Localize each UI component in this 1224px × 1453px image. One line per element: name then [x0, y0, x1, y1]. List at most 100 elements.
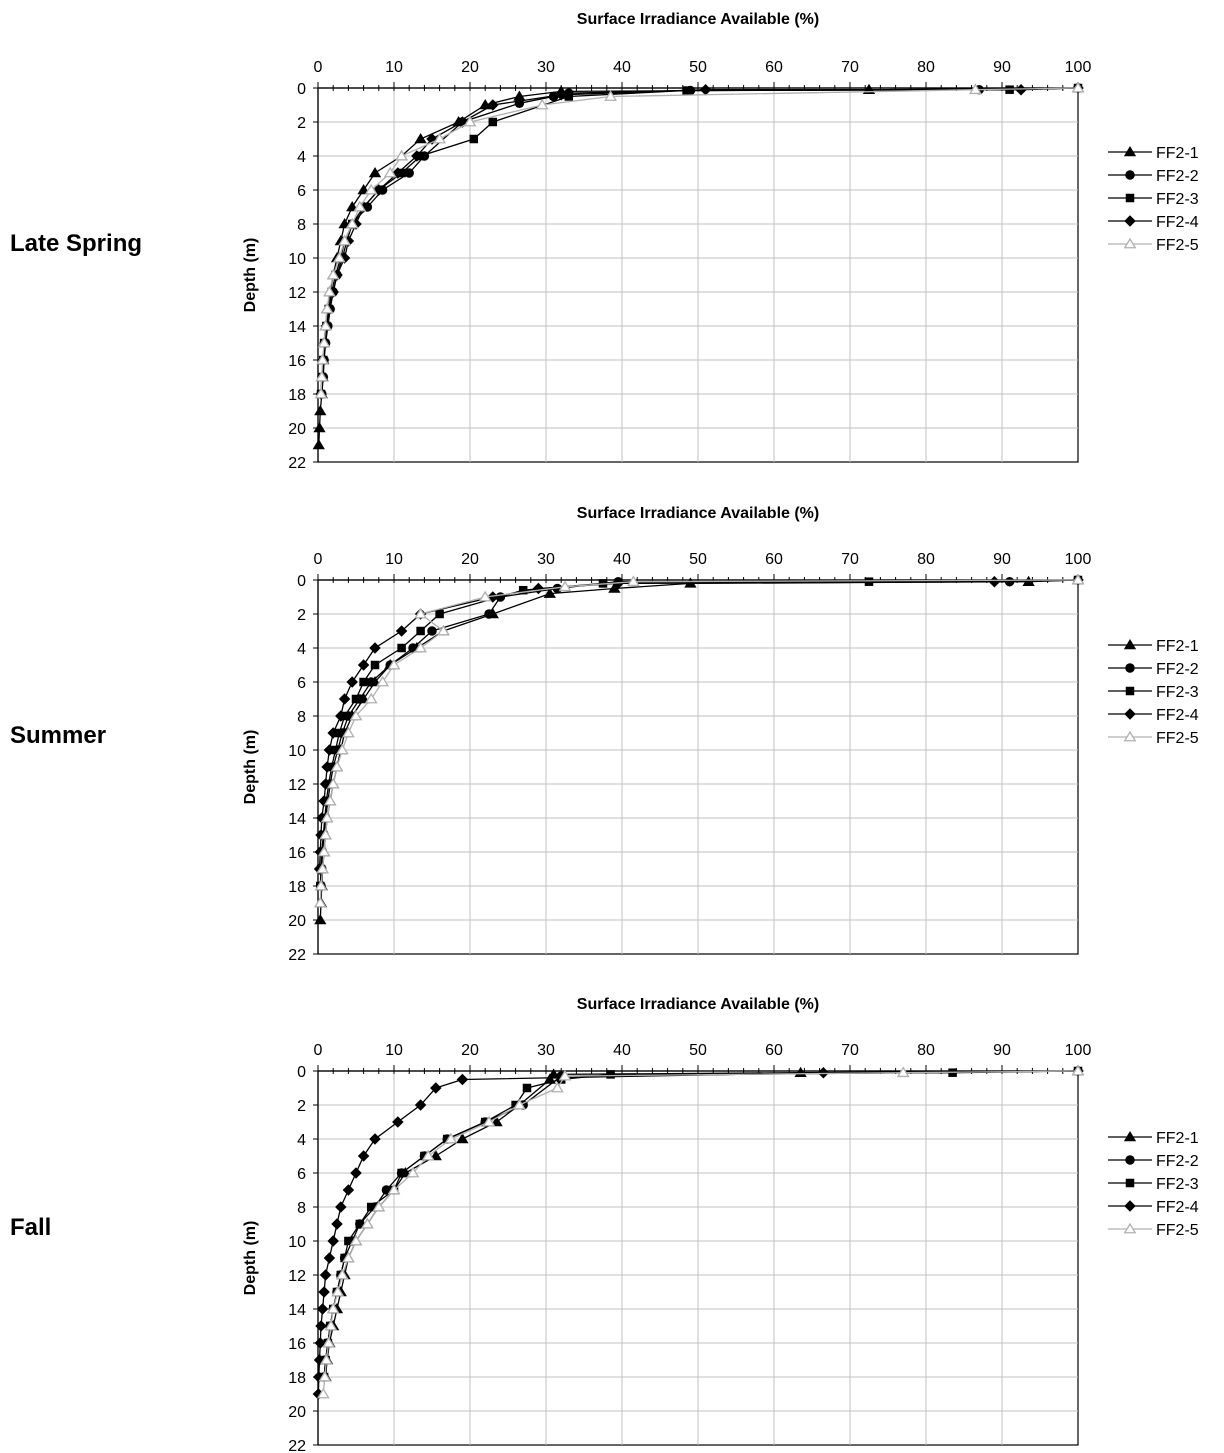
- data-point: [532, 582, 545, 595]
- series-line: [320, 579, 1079, 887]
- chart-panel-3: Fall Surface Irradiance Available (%) Dept…: [10, 996, 1199, 1453]
- y-tick-label: 4: [297, 641, 306, 658]
- data-point: [315, 1320, 327, 1332]
- data-point: [338, 693, 351, 705]
- y-tick-label: 2: [297, 1098, 306, 1115]
- series-line: [319, 579, 1079, 904]
- y-tick-label: 18: [288, 879, 306, 896]
- data-point: [342, 1184, 355, 1196]
- legend-marker: [1123, 639, 1137, 650]
- legend-label: FF2-2: [1156, 661, 1199, 678]
- series-line: [322, 1070, 1079, 1395]
- y-tick-label: 2: [297, 607, 306, 624]
- data-point: [357, 184, 370, 195]
- data-point: [324, 1319, 338, 1331]
- x-tick-label: 40: [613, 59, 631, 76]
- x-tick-label: 0: [314, 551, 323, 568]
- data-point: [317, 845, 331, 857]
- data-point: [331, 1218, 343, 1230]
- data-point: [487, 99, 499, 111]
- data-point: [346, 201, 359, 212]
- data-point: [319, 1269, 332, 1281]
- x-tick-label: 60: [765, 551, 783, 568]
- y-tick-label: 6: [297, 675, 306, 692]
- data-point: [316, 1303, 329, 1315]
- series-FF2-4: [313, 574, 1084, 875]
- data-point: [480, 1117, 490, 1127]
- data-point: [456, 1133, 469, 1144]
- y-tick-label: 2: [297, 115, 306, 132]
- data-point: [414, 133, 427, 144]
- legend-label: FF2-1: [1156, 145, 1199, 162]
- y-tick-label: 22: [288, 947, 306, 964]
- legend-marker: [1123, 1222, 1137, 1234]
- y-tick-label: 0: [297, 573, 306, 590]
- data-point: [353, 200, 367, 212]
- data-point: [478, 590, 492, 602]
- data-point: [437, 624, 450, 636]
- x-tick-label: 30: [537, 551, 555, 568]
- y-tick-label: 14: [288, 1302, 306, 1319]
- y-tick-label: 4: [297, 149, 306, 166]
- legend-label: FF2-2: [1156, 1153, 1199, 1170]
- x-tick-label: 100: [1065, 1042, 1092, 1059]
- legend-marker: [1125, 193, 1135, 203]
- chart-title: Surface Irradiance Available (%): [577, 505, 819, 522]
- legend-marker: [1125, 663, 1135, 673]
- data-point: [988, 575, 1001, 588]
- legend-marker: [1123, 730, 1137, 742]
- data-point: [376, 675, 389, 687]
- data-point: [319, 1353, 333, 1365]
- data-point: [312, 439, 325, 450]
- legend-marker: [1123, 1131, 1137, 1142]
- legend-label: FF2-4: [1156, 214, 1199, 231]
- data-point: [345, 217, 359, 229]
- season-label: Fall: [10, 1214, 51, 1241]
- legend-label: FF2-4: [1156, 1199, 1199, 1216]
- y-tick-label: 8: [297, 1200, 306, 1217]
- y-tick-label: 18: [288, 1370, 306, 1387]
- data-point: [327, 1235, 339, 1247]
- legend-marker: [1123, 237, 1137, 249]
- data-point: [323, 1252, 336, 1264]
- data-point: [351, 694, 361, 704]
- data-point: [316, 353, 329, 365]
- data-point: [558, 1069, 572, 1081]
- legend-marker: [1124, 1200, 1136, 1212]
- data-point: [317, 336, 331, 348]
- data-point: [359, 677, 368, 687]
- data-point: [349, 709, 363, 721]
- data-point: [817, 1066, 830, 1079]
- data-point: [313, 896, 327, 908]
- data-point: [414, 641, 427, 653]
- y-tick-label: 12: [288, 1268, 306, 1285]
- data-point: [490, 1116, 503, 1127]
- y-tick-label: 0: [297, 81, 306, 98]
- data-point: [427, 626, 437, 636]
- data-point: [332, 251, 346, 263]
- legend-marker: [1123, 146, 1137, 157]
- x-tick-label: 0: [314, 59, 323, 76]
- data-point: [321, 761, 333, 773]
- series-FF2-5: [313, 573, 1085, 908]
- legend: FF2-1 FF2-2 FF2-3 FF2-4 FF2-5: [1108, 1130, 1199, 1239]
- data-point: [513, 1098, 526, 1110]
- data-point: [318, 1286, 330, 1298]
- y-tick-label: 12: [288, 777, 306, 794]
- data-point: [408, 643, 418, 653]
- data-point: [469, 134, 479, 144]
- data-point: [342, 726, 355, 738]
- data-point: [368, 167, 382, 178]
- x-tick-label: 30: [537, 1042, 555, 1059]
- x-tick-label: 50: [689, 59, 707, 76]
- y-axis-label: Depth (m): [242, 730, 259, 805]
- data-point: [433, 132, 446, 144]
- data-point: [322, 1336, 336, 1348]
- series-line: [320, 87, 1079, 395]
- data-point: [395, 625, 408, 637]
- y-tick-label: 8: [297, 709, 306, 726]
- data-point: [896, 1066, 910, 1078]
- data-point: [350, 1167, 362, 1179]
- data-point: [1071, 573, 1085, 585]
- data-point: [331, 745, 340, 755]
